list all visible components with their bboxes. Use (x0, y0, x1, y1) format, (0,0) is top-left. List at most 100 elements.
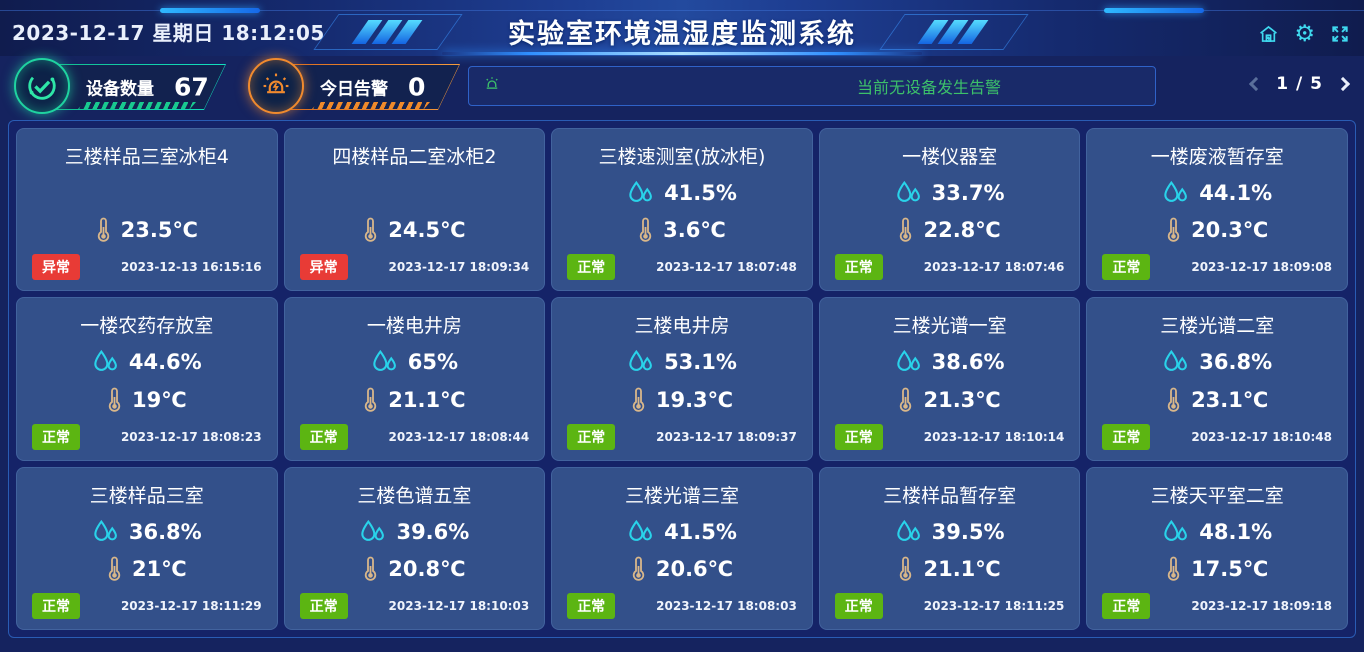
card-footer: 正常 2023-12-17 18:09:18 (1097, 592, 1337, 619)
card-footer: 异常 2023-12-13 16:15:16 (27, 254, 267, 281)
temperature-row: 20.6℃ (631, 556, 733, 582)
fullscreen-icon[interactable] (1330, 24, 1350, 44)
humidity-drops-icon (895, 349, 922, 375)
deco-stripes-right (908, 19, 1000, 45)
thermometer-icon (898, 387, 913, 413)
status-badge: 正常 (1102, 423, 1151, 450)
card-readings: 65% 21.1℃ (295, 338, 535, 423)
alert-banner: 当前无设备发生告警 (468, 66, 1156, 106)
update-time: 2023-12-17 18:08:44 (388, 429, 530, 444)
humidity-drops-icon (627, 180, 654, 206)
humidity-value: 41.5% (664, 519, 737, 544)
humidity-value: 39.6% (396, 519, 470, 544)
alarm-count-label: 今日告警 (320, 79, 388, 100)
status-badge: 正常 (32, 592, 80, 619)
thermometer-icon (363, 387, 378, 413)
room-name: 三楼样品三室 (89, 484, 204, 507)
status-badge: 正常 (567, 254, 616, 281)
update-time: 2023-12-17 18:10:03 (388, 598, 530, 613)
temperature-row: 21.1℃ (898, 556, 1001, 582)
sensor-card: 三楼样品暂存室 39.5% (818, 466, 1081, 630)
temperature-row: 20.8℃ (363, 556, 466, 582)
thermometer-icon (107, 556, 122, 582)
card-readings: 33.7% 22.8℃ (830, 169, 1070, 254)
sensor-card: 一楼仪器室 33.7% 2 (818, 128, 1081, 292)
room-name: 四楼样品二室冰柜2 (332, 146, 497, 168)
room-name: 三楼光谱一室 (892, 315, 1007, 338)
humidity-row: 33.7% (895, 180, 1005, 206)
device-check-icon (14, 58, 70, 114)
humidity-value: 44.1% (1199, 181, 1273, 206)
header: 2023-12-17 星期日 18:12:05 实验室环境温湿度监测系统 ⚙ (0, 0, 1364, 56)
temperature-row: 17.5℃ (1166, 556, 1268, 582)
temperature-value: 19℃ (131, 387, 187, 412)
thermometer-icon (898, 217, 913, 243)
home-icon[interactable] (1258, 24, 1279, 44)
card-readings: 36.8% 21℃ (27, 508, 267, 593)
temperature-value: 21.1℃ (388, 387, 466, 412)
temperature-row: 3.6℃ (638, 217, 726, 243)
update-time: 2023-12-17 18:10:48 (1191, 429, 1332, 444)
humidity-value: 33.7% (931, 181, 1005, 206)
alarm-count-value: 0 (408, 72, 426, 102)
device-widget-hatch (78, 102, 196, 109)
temperature-value: 3.6℃ (663, 218, 726, 243)
thermometer-icon (1166, 556, 1181, 582)
card-footer: 正常 2023-12-17 18:08:44 (295, 423, 535, 450)
temperature-row: 19.3℃ (631, 387, 733, 413)
update-time: 2023-12-17 18:09:37 (656, 429, 797, 444)
prev-page-button[interactable] (1249, 76, 1264, 92)
temperature-value: 21.3℃ (923, 387, 1001, 412)
card-readings: 41.5% 3.6℃ (562, 169, 802, 254)
room-name: 三楼电井房 (634, 315, 730, 338)
humidity-drops-icon (371, 349, 398, 375)
humidity-drops-icon (895, 519, 922, 545)
card-readings: 36.8% 23.1℃ (1097, 338, 1337, 423)
header-actions: ⚙ (1258, 21, 1350, 47)
sensor-card: 一楼废液暂存室 44.1% (1086, 128, 1348, 292)
humidity-drops-icon (1162, 519, 1189, 545)
temperature-value: 20.3℃ (1191, 218, 1269, 243)
sensor-card: 三楼速测室(放冰柜) 41.5% (551, 128, 813, 292)
thermometer-icon (631, 387, 646, 413)
card-footer: 正常 2023-12-17 18:07:46 (830, 254, 1070, 281)
room-name: 一楼仪器室 (902, 146, 998, 168)
card-footer: 正常 2023-12-17 18:11:29 (27, 592, 267, 619)
alert-siren-icon (483, 75, 501, 97)
update-time: 2023-12-17 18:07:46 (923, 260, 1065, 275)
temperature-row: 23.5℃ (96, 217, 198, 243)
card-readings: 48.1% 17.5℃ (1097, 508, 1337, 593)
temperature-value: 21.1℃ (923, 556, 1001, 581)
room-name: 三楼样品三室冰柜4 (64, 146, 229, 168)
room-name: 三楼样品暂存室 (883, 484, 1017, 507)
temperature-value: 22.8℃ (923, 218, 1001, 243)
humidity-value: 44.6% (128, 350, 202, 375)
card-readings: 38.6% 21.3℃ (830, 338, 1070, 423)
card-footer: 正常 2023-12-17 18:08:23 (27, 423, 267, 450)
temperature-row: 21℃ (107, 556, 187, 582)
humidity-value: 41.5% (664, 181, 737, 206)
humidity-drops-icon (92, 349, 119, 375)
settings-gear-icon[interactable]: ⚙ (1294, 21, 1315, 47)
temperature-row: 19℃ (107, 387, 187, 413)
humidity-row: 36.8% (1162, 349, 1272, 375)
room-name: 一楼电井房 (366, 315, 462, 338)
room-name: 三楼光谱三室 (624, 484, 739, 507)
room-name: 三楼光谱二室 (1160, 315, 1275, 338)
next-page-button[interactable] (1335, 76, 1351, 92)
card-readings: 39.6% 20.8℃ (295, 508, 535, 593)
humidity-value: 48.1% (1199, 519, 1273, 544)
device-count-label: 设备数量 (86, 79, 154, 100)
room-name: 一楼农药存放室 (80, 315, 214, 338)
thermometer-icon (96, 217, 111, 243)
thermometer-icon (1166, 387, 1181, 413)
update-time: 2023-12-13 16:15:16 (120, 260, 262, 275)
deco-stripes-left (342, 19, 434, 45)
update-time: 2023-12-17 18:08:03 (656, 598, 797, 613)
status-badge: 正常 (834, 423, 883, 450)
sensor-card: 三楼光谱三室 41.5% (551, 466, 813, 630)
humidity-value: 53.1% (664, 350, 737, 375)
temperature-value: 23.5℃ (120, 218, 198, 243)
temperature-value: 17.5℃ (1191, 556, 1269, 581)
